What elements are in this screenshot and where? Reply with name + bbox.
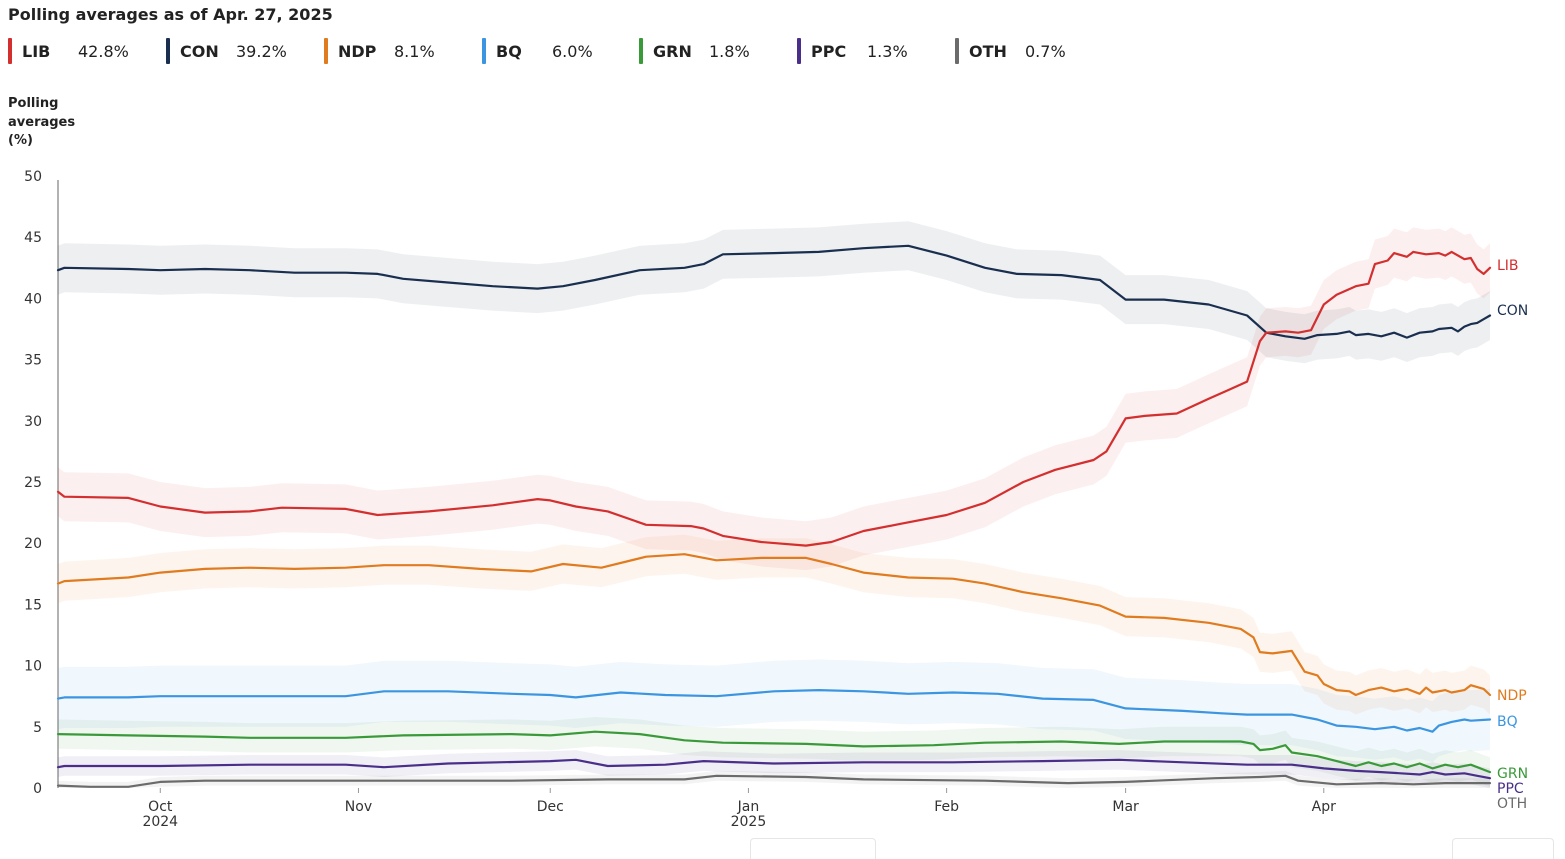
- series-line-grn: [56, 730, 1492, 774]
- end-label-bq: BQ: [1497, 714, 1518, 730]
- end-label-ndp: NDP: [1497, 688, 1527, 704]
- y-tick-label-15: 15: [24, 597, 42, 613]
- legend-name-con: CON: [180, 41, 219, 61]
- tooltip-tab-left: [750, 838, 876, 859]
- x-tick-label-dec: Dec: [537, 799, 564, 815]
- y-axis-label: Polling averages (%): [8, 96, 76, 148]
- end-label-con: CON: [1497, 303, 1528, 319]
- legend-item-grn[interactable]: GRN 1.8%: [639, 38, 750, 64]
- y-tick-label-20: 20: [24, 536, 42, 552]
- legend-item-lib[interactable]: LIB 42.8%: [8, 38, 129, 64]
- legend-swatch-grn: [639, 38, 643, 64]
- y-tick-label-45: 45: [24, 230, 42, 246]
- x-tick-sublabel-2025: 2025: [731, 814, 767, 830]
- x-tick-label-apr: Apr: [1312, 799, 1336, 815]
- x-tick-label-mar: Mar: [1112, 799, 1139, 815]
- legend-value-bq: 6.0%: [552, 41, 593, 61]
- y-tick-label-40: 40: [24, 291, 42, 307]
- legend: LIB 42.8% CON 39.2% NDP 8.1% BQ 6.0% GRN…: [8, 38, 1208, 64]
- band-lib: [58, 227, 1490, 571]
- legend-swatch-bq: [482, 38, 486, 64]
- series-line-oth: [56, 774, 1492, 788]
- band-bq: [58, 659, 1490, 763]
- series-line-con: [56, 244, 1492, 340]
- y-tick-label-0: 0: [33, 781, 42, 797]
- legend-name-grn: GRN: [653, 41, 692, 61]
- series-line-bq: [56, 689, 1492, 733]
- x-tick-label-feb: Feb: [934, 799, 959, 815]
- end-label-grn: GRN: [1497, 766, 1528, 782]
- legend-value-con: 39.2%: [236, 41, 287, 61]
- legend-value-ppc: 1.3%: [867, 41, 908, 61]
- legend-swatch-ppc: [797, 38, 801, 64]
- x-tick-label-oct: Oct: [148, 799, 173, 815]
- legend-name-oth: OTH: [969, 41, 1007, 61]
- end-label-ppc: PPC: [1497, 781, 1524, 797]
- y-tick-label-5: 5: [33, 720, 42, 736]
- y-tick-label-35: 35: [24, 353, 42, 369]
- legend-swatch-lib: [8, 38, 12, 64]
- legend-item-ppc[interactable]: PPC 1.3%: [797, 38, 908, 64]
- legend-value-grn: 1.8%: [709, 41, 750, 61]
- legend-value-oth: 0.7%: [1025, 41, 1066, 61]
- x-tick-sublabel-2024: 2024: [142, 814, 178, 830]
- legend-value-lib: 42.8%: [78, 41, 129, 61]
- y-tick-label-50: 50: [24, 169, 42, 185]
- x-tick-label-nov: Nov: [345, 799, 372, 815]
- band-con: [58, 221, 1490, 364]
- legend-swatch-con: [166, 38, 170, 64]
- y-tick-label-10: 10: [24, 659, 42, 675]
- legend-name-ppc: PPC: [811, 41, 847, 61]
- tooltip-tab-right: [1452, 838, 1554, 859]
- band-oth: [58, 770, 1490, 788]
- page-title: Polling averages as of Apr. 27, 2025: [8, 5, 333, 24]
- series-line-ndp: [56, 553, 1492, 697]
- legend-item-ndp[interactable]: NDP 8.1%: [324, 38, 435, 64]
- legend-name-ndp: NDP: [338, 41, 377, 61]
- band-ndp: [58, 534, 1490, 715]
- legend-name-lib: LIB: [22, 41, 51, 61]
- y-tick-label-25: 25: [24, 475, 42, 491]
- legend-item-oth[interactable]: OTH 0.7%: [955, 38, 1066, 64]
- legend-swatch-oth: [955, 38, 959, 64]
- legend-item-con[interactable]: CON 39.2%: [166, 38, 287, 64]
- series-line-lib: [56, 250, 1492, 547]
- legend-item-bq[interactable]: BQ 6.0%: [482, 38, 593, 64]
- legend-value-ndp: 8.1%: [394, 41, 435, 61]
- y-tick-label-30: 30: [24, 414, 42, 430]
- end-label-lib: LIB: [1497, 258, 1519, 274]
- series-line-ppc: [56, 758, 1492, 780]
- end-label-oth: OTH: [1497, 796, 1527, 812]
- legend-swatch-ndp: [324, 38, 328, 64]
- legend-name-bq: BQ: [496, 41, 522, 61]
- x-tick-label-jan: Jan: [737, 799, 760, 815]
